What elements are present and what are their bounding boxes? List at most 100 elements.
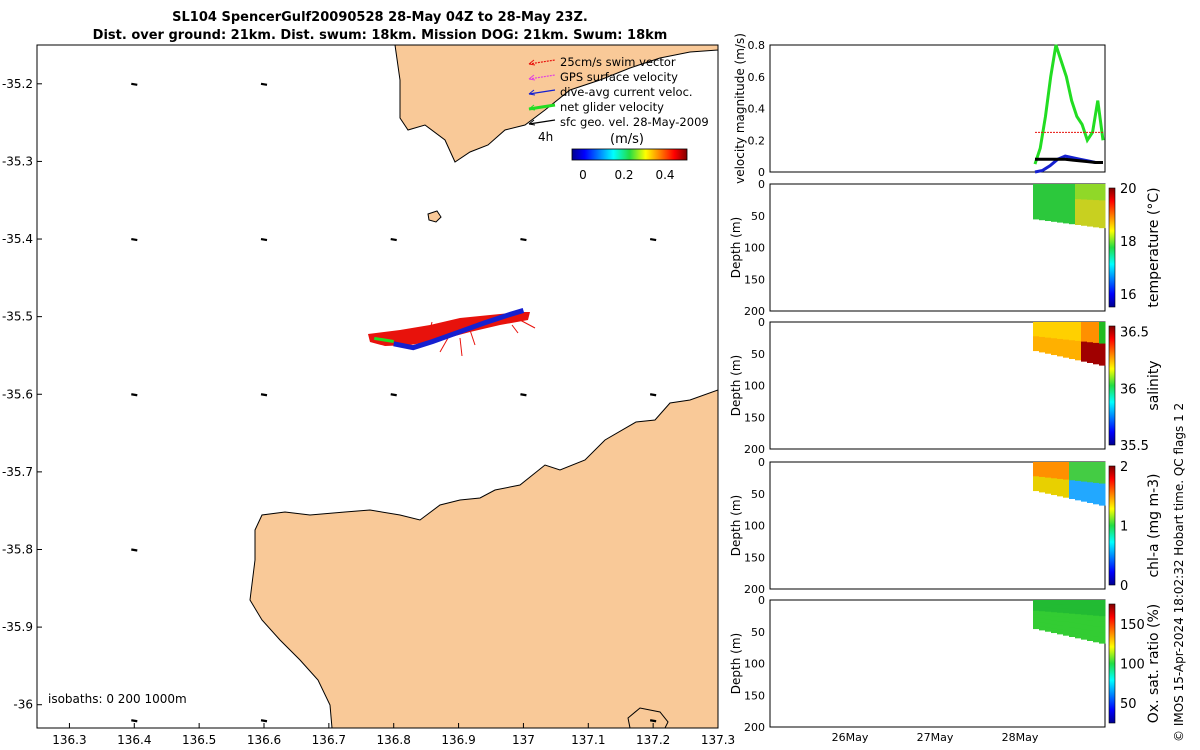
heatmap-cell	[1093, 493, 1100, 500]
heatmap-cell	[1051, 608, 1058, 613]
legend-arrowhead	[528, 89, 536, 96]
heatmap-cell	[1075, 350, 1082, 356]
heatmap-cell	[1081, 629, 1088, 635]
heatmap-cell	[1093, 189, 1100, 196]
velocity-y-tick-label: 0.8	[748, 39, 766, 52]
heatmap-cell	[1039, 618, 1046, 623]
heatmap-cell	[1045, 473, 1052, 479]
heatmap-cell	[1069, 600, 1076, 606]
heatmap-cell	[1087, 220, 1094, 227]
heatmap-cell	[1039, 488, 1046, 493]
heatmap-cell	[1051, 350, 1058, 356]
map-y-tick-label: -35.4	[2, 232, 33, 246]
land-north	[394, 45, 718, 163]
legend-label: GPS surface velocity	[560, 70, 678, 84]
heatmap-cell	[1099, 488, 1106, 495]
heatmap-cell	[1081, 326, 1088, 333]
legend-swatch	[528, 74, 556, 80]
heatmap-cell	[1039, 603, 1046, 608]
profile-colorbar-tick-label: 100	[1120, 658, 1145, 673]
heatmap-cell	[1051, 211, 1058, 218]
heatmap-cell	[1087, 332, 1094, 338]
heatmap-cell	[1087, 635, 1094, 641]
speed-colorbar-ticks: 0 0.2 0.4	[579, 168, 674, 182]
depth-tick-label: 100	[744, 658, 765, 671]
heatmap-cell	[1093, 205, 1100, 212]
heatmap-cell	[1069, 493, 1076, 500]
velocity-y-label: velocity magnitude (m/s)	[733, 33, 747, 184]
heatmap-cell	[1093, 615, 1100, 622]
heatmap-cell	[1081, 189, 1088, 195]
heatmap-cell	[1033, 347, 1040, 352]
heatmap-cell	[1093, 462, 1100, 468]
depth-tick-label: 100	[744, 520, 765, 533]
heatmap-cell	[1039, 333, 1046, 338]
heatmap-cell	[1033, 610, 1040, 615]
heatmap-cell	[1057, 612, 1064, 618]
heatmap-cell	[1033, 184, 1040, 189]
heatmap-cell	[1057, 625, 1064, 631]
legend-label: sfc geo. vel. 28-May-2009	[560, 115, 709, 129]
map-panel: 136.3 136.4 136.5 136.6 136.7 136.8 136.9 137 13…	[2, 44, 735, 747]
heatmap-cell	[1069, 466, 1076, 472]
heatmap-cell	[1063, 184, 1070, 190]
legend-arrowhead	[528, 119, 536, 126]
heatmap-cell	[1039, 344, 1046, 349]
heatmap-cell	[1087, 487, 1094, 493]
legend-label: 25cm/s swim vector	[560, 55, 676, 69]
heatmap-cell	[1075, 490, 1082, 496]
heatmap-cell	[1051, 466, 1058, 471]
glider-track	[368, 308, 536, 357]
heatmap-cell	[1057, 193, 1064, 199]
heatmap-cell	[1039, 462, 1046, 467]
heatmap-cell	[1087, 210, 1094, 217]
heatmap-cell	[1069, 475, 1076, 481]
heatmap-cell	[1051, 342, 1058, 347]
heatmap-cell	[1087, 472, 1094, 478]
heatmap-cell	[1069, 331, 1076, 337]
speed-colorbar	[571, 148, 688, 161]
velocity-panel-frame	[769, 44, 1106, 173]
heatmap-cell	[1093, 210, 1100, 217]
heatmap-cell	[1081, 322, 1088, 328]
depth-tick-label: 200	[744, 583, 765, 596]
heatmap-cell	[1045, 333, 1052, 339]
heatmap-cell	[1081, 351, 1088, 357]
heatmap-cell	[1051, 462, 1058, 467]
heatmap-cell	[1099, 348, 1106, 355]
heatmap-cell	[1045, 337, 1052, 343]
swim-vector-spikes	[429, 319, 536, 357]
depth-axis-label: Depth (m)	[729, 495, 743, 556]
heatmap-cell	[1051, 628, 1058, 634]
heatmap-cell	[1057, 608, 1064, 614]
depth-tick-label: 200	[744, 443, 765, 456]
heatmap-cell	[1039, 325, 1046, 330]
profile-colorbar-label: salinity	[1146, 360, 1162, 410]
heatmap-cell	[1051, 490, 1058, 496]
heatmap-cell	[1039, 329, 1046, 334]
map-y-tick-label: -35.2	[2, 77, 33, 91]
heatmap-cell	[1099, 322, 1106, 328]
heatmap-cell	[1093, 620, 1100, 627]
heatmap-cell	[1069, 335, 1076, 341]
heatmap-cell	[1063, 330, 1070, 336]
heatmap-cell	[1081, 624, 1088, 630]
heatmap-cell	[1081, 491, 1088, 497]
heatmap-cell	[1063, 626, 1070, 632]
heatmap-cell	[1057, 491, 1064, 497]
heatmap-cell	[1039, 469, 1046, 474]
heatmap-cell	[1051, 478, 1058, 483]
depth-tick-label: 200	[744, 305, 765, 318]
heatmap-cell	[1087, 610, 1094, 616]
heatmap-cell	[1033, 336, 1040, 341]
heatmap-cell	[1099, 499, 1106, 506]
heatmap-cell	[1081, 220, 1088, 226]
heatmap-cell	[1069, 213, 1076, 220]
heatmap-cell	[1093, 626, 1100, 632]
heatmap-cell	[1057, 330, 1064, 336]
heatmap-cell	[1063, 193, 1070, 200]
speed-colorbar-tick-label: 0	[579, 168, 587, 182]
velocity-series	[1035, 157, 1103, 164]
heatmap-cell	[1093, 498, 1100, 505]
